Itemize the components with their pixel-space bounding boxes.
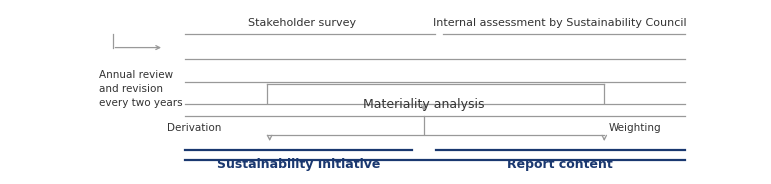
Text: Materiality analysis: Materiality analysis [363, 98, 484, 111]
Text: Stakeholder survey: Stakeholder survey [248, 18, 356, 28]
Text: Sustainability Initiative: Sustainability Initiative [217, 158, 380, 171]
Text: Derivation: Derivation [167, 123, 222, 133]
Text: Weighting: Weighting [609, 123, 662, 133]
Text: Annual review
and revision
every two years: Annual review and revision every two yea… [99, 70, 183, 108]
Text: Internal assessment by Sustainability Council: Internal assessment by Sustainability Co… [433, 18, 686, 28]
Text: Report content: Report content [507, 158, 613, 171]
